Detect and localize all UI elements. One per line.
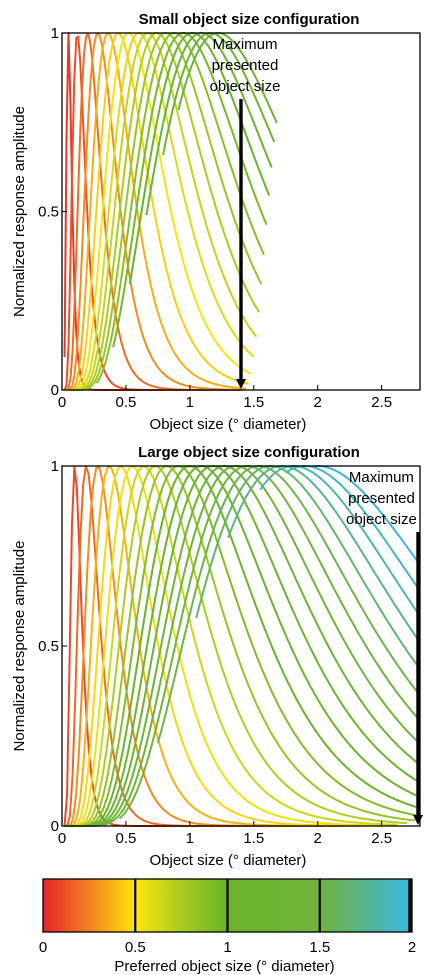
x-tick-label: 2 (314, 394, 322, 411)
x-axis-label: Object size (° diameter) (150, 852, 307, 869)
curve-5 (64, 32, 247, 391)
curve-7 (64, 465, 398, 827)
curve-6 (64, 32, 249, 391)
curve-10 (64, 465, 418, 827)
curve-13 (64, 465, 418, 827)
x-tick-label: 1.5 (243, 830, 264, 847)
colorbar-tick-label: 0.5 (125, 939, 146, 956)
curve-12 (64, 465, 418, 827)
curve-14 (128, 32, 271, 285)
curve-8 (64, 465, 408, 827)
annotation: Maximum presented object size (210, 36, 281, 389)
x-tick-label: 1 (186, 830, 194, 847)
ticks: 0 0.5 1 1.5 2 2.5 0 0.5 1 (38, 25, 392, 411)
curve-22 (311, 465, 419, 562)
colorbar-dividers (134, 879, 412, 932)
x-tick-label: 0 (58, 830, 66, 847)
curve-8 (64, 32, 255, 391)
colorbar-frame (42, 878, 413, 933)
curve-12 (95, 32, 265, 384)
colorbar-tick-label: 1.5 (309, 939, 330, 956)
annotation-line-3: object size (346, 511, 417, 528)
curve-17 (156, 465, 419, 744)
annotation-line-3: object size (210, 78, 281, 95)
curve-20 (259, 465, 419, 613)
x-tick-label: 1 (186, 394, 194, 411)
annotation-arrow-head (236, 379, 246, 389)
x-tick-label: 2 (314, 830, 322, 847)
annotation: Maximum presented object size (346, 469, 423, 825)
x-tick-label: 0.5 (115, 394, 136, 411)
colorbar-tick-label: 0 (39, 939, 47, 956)
x-tick-label: 0 (58, 394, 66, 411)
curve-17 (177, 32, 278, 124)
colorbar-tick-label: 2 (408, 939, 416, 956)
annotation-arrow-head (413, 815, 423, 825)
x-tick-label: 0.5 (115, 830, 136, 847)
annotation-line-1: Maximum (212, 36, 277, 53)
annotation-line-1: Maximum (349, 469, 414, 486)
colorbar-label: Preferred object size (° diameter) (114, 958, 334, 975)
curve-19 (227, 465, 419, 640)
annotation-line-2: presented (348, 490, 415, 507)
x-axis-label: Object size (° diameter) (150, 416, 307, 433)
chart-title: Large object size configuration (138, 444, 360, 461)
curve-9 (68, 32, 258, 391)
annotation-line-2: presented (212, 57, 279, 74)
chart-title: Small object size configuration (139, 11, 360, 28)
y-tick-label: 0 (51, 818, 59, 835)
y-tick-label: 1 (51, 25, 59, 42)
bottom-panel: Large object size configuration Normaliz… (11, 444, 423, 869)
x-tick-label: 2.5 (371, 830, 392, 847)
x-tick-label: 1.5 (243, 394, 264, 411)
y-tick-label: 0.5 (38, 204, 59, 221)
y-tick-label: 1 (51, 458, 59, 475)
top-panel: Small object size configuration Normaliz… (11, 11, 421, 433)
curve-9 (64, 465, 416, 827)
curve-18 (195, 465, 419, 667)
curve-15 (81, 465, 419, 827)
curve-4 (64, 32, 244, 391)
ticks: 0 0.5 1 1.5 2 2.5 0 0.5 1 (38, 458, 392, 847)
x-tick-label: 2.5 (371, 394, 392, 411)
curve-11 (81, 32, 263, 391)
curves (63, 465, 419, 827)
colorbar-ticks: 0 0.5 1 1.5 2 (39, 939, 416, 956)
curve-16 (162, 32, 276, 156)
y-axis-label: Normalized response amplitude (11, 106, 28, 317)
curve-6 (64, 465, 382, 827)
curve-11 (64, 465, 418, 827)
y-axis-label: Normalized response amplitude (11, 541, 28, 752)
colorbar-tick-label: 1 (223, 939, 231, 956)
colorbar: 0 0.5 1 1.5 2 Preferred object size (° diame… (39, 878, 416, 975)
y-tick-label: 0.5 (38, 638, 59, 655)
curve-4 (64, 465, 344, 827)
curve-5 (64, 465, 363, 827)
y-tick-label: 0 (51, 382, 59, 399)
